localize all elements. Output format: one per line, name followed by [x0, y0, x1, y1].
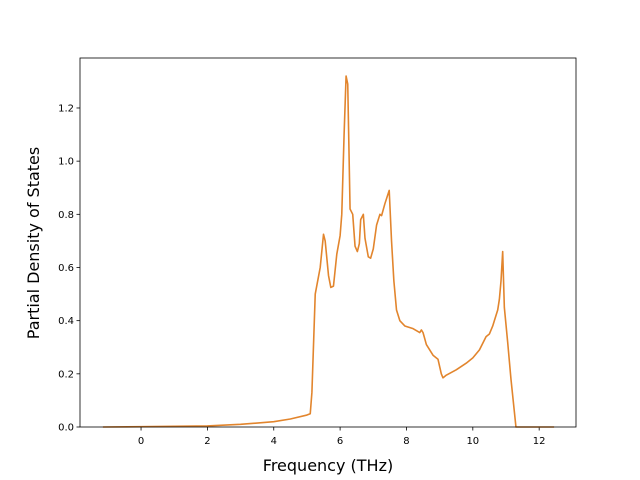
y-tick-label: 1.0	[58, 157, 74, 168]
x-tick-label: 8	[403, 436, 409, 447]
y-tick-label: 0.4	[58, 316, 74, 327]
y-tick-label: 0.6	[58, 263, 74, 274]
y-tick-label: 1.2	[58, 103, 74, 114]
x-axis-label: Frequency (THz)	[263, 456, 393, 475]
x-tick-label: 4	[271, 436, 277, 447]
x-tick-label: 12	[533, 436, 546, 447]
y-tick-label: 0.2	[58, 369, 74, 380]
x-tick-label: 6	[337, 436, 343, 447]
x-tick-label: 0	[138, 436, 144, 447]
data-line	[102, 75, 555, 428]
x-tick-label: 10	[466, 436, 479, 447]
x-tick-label: 2	[204, 436, 210, 447]
y-axis-label: Partial Density of States	[24, 147, 43, 339]
plot-frame	[79, 57, 577, 428]
y-tick-label: 0.8	[58, 210, 74, 221]
y-tick-label: 0.0	[58, 423, 74, 434]
